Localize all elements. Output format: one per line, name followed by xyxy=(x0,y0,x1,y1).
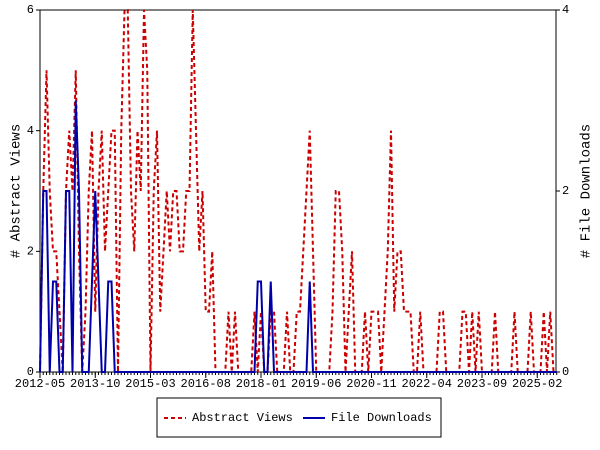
series-line xyxy=(39,9,557,373)
x-tick-label: 2019-06 xyxy=(291,377,341,391)
legend-box xyxy=(156,397,442,438)
x-tick-label: 2016-08 xyxy=(181,377,231,391)
x-tick-label: 2013-10 xyxy=(70,377,120,391)
y2-tick-label: 4 xyxy=(562,3,569,17)
y2-axis-label: # File Downloads xyxy=(579,124,595,258)
y-tick-label: 4 xyxy=(27,124,34,138)
legend-label: Abstract Views xyxy=(192,411,293,425)
y-axis-label: # Abstract Views xyxy=(9,124,25,258)
x-tick-label: 2022-04 xyxy=(402,377,452,391)
y-tick-label: 2 xyxy=(27,245,34,259)
x-tick-label: 2015-03 xyxy=(125,377,175,391)
x-tick-label: 2018-01 xyxy=(236,377,286,391)
y2-tick-label: 0 xyxy=(562,365,569,379)
x-tick-label: 2012-05 xyxy=(15,377,65,391)
series-line xyxy=(39,100,557,373)
y-tick-label: 0 xyxy=(27,365,34,379)
y2-tick-label: 2 xyxy=(562,184,569,198)
x-tick-label: 2020-11 xyxy=(346,377,396,391)
x-tick-label: 2023-09 xyxy=(457,377,507,391)
x-tick-label: 2025-02 xyxy=(512,377,562,391)
legend-label: File Downloads xyxy=(331,411,432,425)
y-tick-label: 6 xyxy=(27,3,34,17)
